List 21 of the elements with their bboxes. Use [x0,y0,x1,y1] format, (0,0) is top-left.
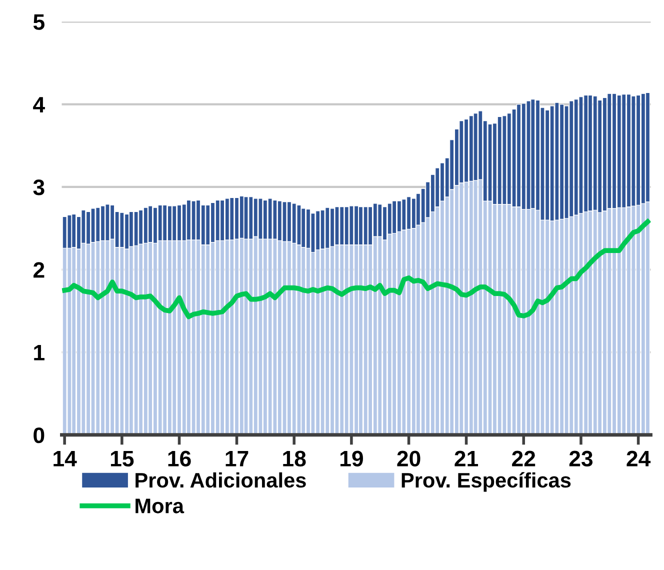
y-tick-label: 2 [34,262,44,278]
x-tick-label: 16 [168,450,191,467]
x-tick-label: 19 [340,450,363,467]
y-tick-label: 5 [33,14,44,30]
line-series [62,219,650,320]
x-tick-label: 17 [226,451,248,466]
x-tick-label: 15 [110,451,134,467]
y-tick-label: 1 [34,345,44,360]
x-tick-label: 14 [54,451,77,466]
y-tick-label: 3 [33,179,44,196]
x-tick-label: 18 [283,450,306,467]
x-tick-label: 23 [569,450,593,467]
legend-label: Mora [136,498,184,514]
legend-label: Prov. Específicas [402,472,571,492]
x-tick-label: 20 [397,450,420,467]
legend-label: Prov. Adicionales [136,472,306,488]
x-tick-label: 24 [626,450,651,466]
x-tick-label: 21 [454,450,478,466]
y-tick-label: 0 [34,427,44,444]
y-tick-label: 4 [33,97,45,112]
x-tick-label: 22 [512,450,536,466]
